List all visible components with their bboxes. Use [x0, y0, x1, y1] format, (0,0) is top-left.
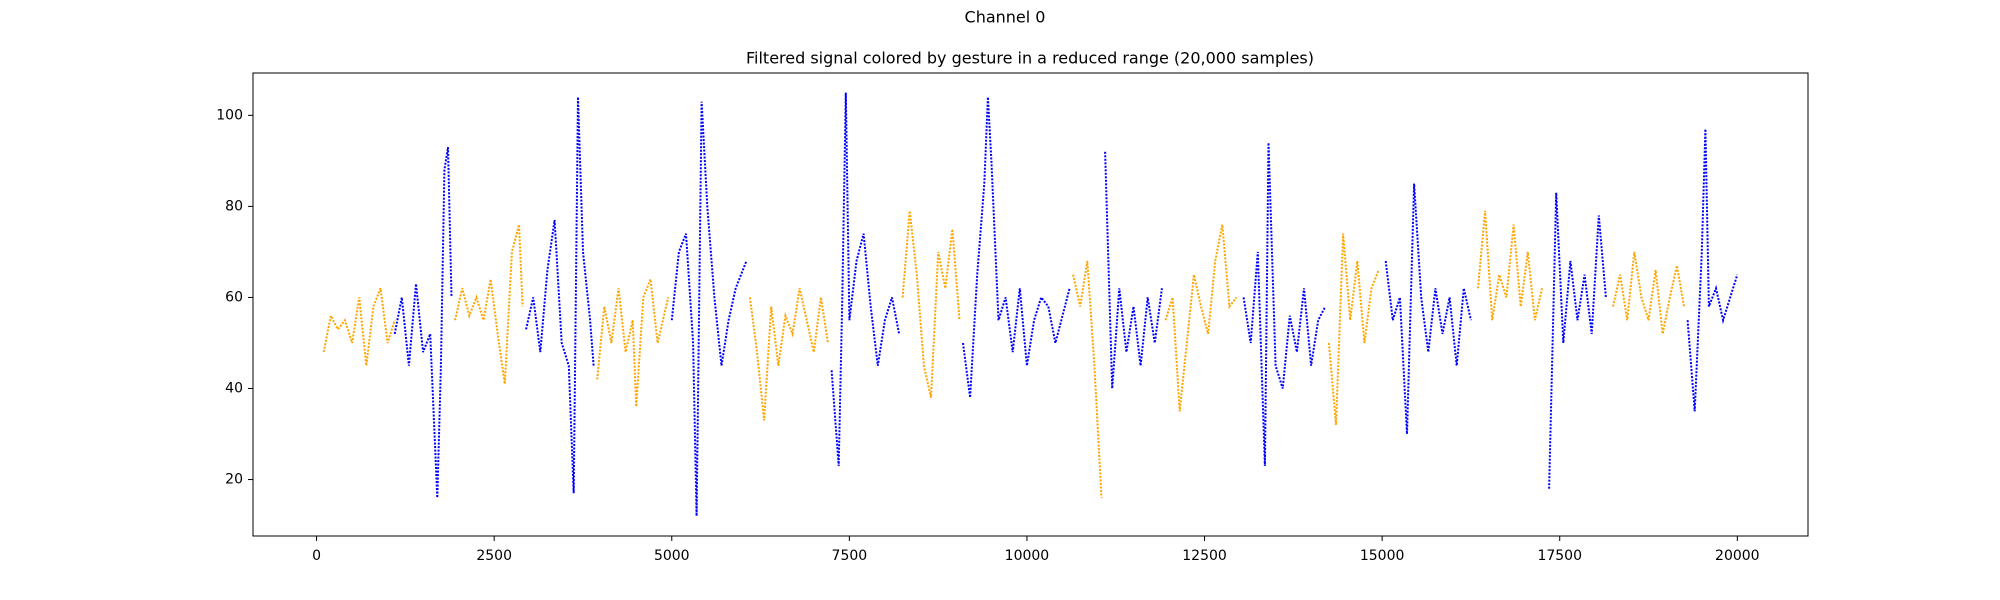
y-tick-label: 40	[225, 380, 243, 396]
signal-segment	[525, 97, 595, 494]
x-tick-label: 7500	[832, 548, 868, 564]
signal-segment	[1327, 233, 1380, 425]
signal-segment	[1104, 151, 1163, 389]
signal-segment	[1384, 183, 1472, 435]
signal-segment	[748, 288, 829, 421]
signal-segment	[830, 92, 901, 466]
signal-segment	[1242, 142, 1327, 466]
y-tick-label: 20	[225, 472, 243, 488]
signal-segment	[901, 210, 961, 398]
y-tick-label: 60	[225, 289, 243, 305]
chart-subtitle: Filtered signal colored by gesture in a …	[746, 49, 1314, 68]
x-tick-label: 15000	[1360, 548, 1405, 564]
signal-segment	[1612, 251, 1685, 335]
plot-frame	[252, 72, 1809, 537]
x-tick-label: 10000	[1005, 548, 1050, 564]
x-tick-label: 17500	[1537, 548, 1582, 564]
x-tick-label: 2500	[476, 548, 512, 564]
signal-segment	[1686, 128, 1739, 412]
signal-segment	[1164, 224, 1238, 412]
signal-segment	[454, 224, 524, 385]
signal-segment	[1477, 210, 1543, 321]
signal-segment	[393, 147, 453, 498]
signal-segment	[596, 278, 670, 407]
x-tick-label: 5000	[654, 548, 690, 564]
y-tick-label: 80	[225, 198, 243, 214]
y-tick-label: 100	[216, 107, 243, 123]
signal-segment	[962, 97, 1071, 398]
signal-segment	[322, 287, 396, 366]
x-tick-label: 20000	[1715, 548, 1760, 564]
x-tick-label: 0	[312, 548, 321, 564]
x-tick-label: 12500	[1182, 548, 1227, 564]
signal-segment	[1072, 260, 1103, 498]
chart-title: Channel 0	[965, 8, 1046, 27]
signal-segment	[1548, 192, 1607, 489]
signal-segment	[670, 101, 748, 517]
